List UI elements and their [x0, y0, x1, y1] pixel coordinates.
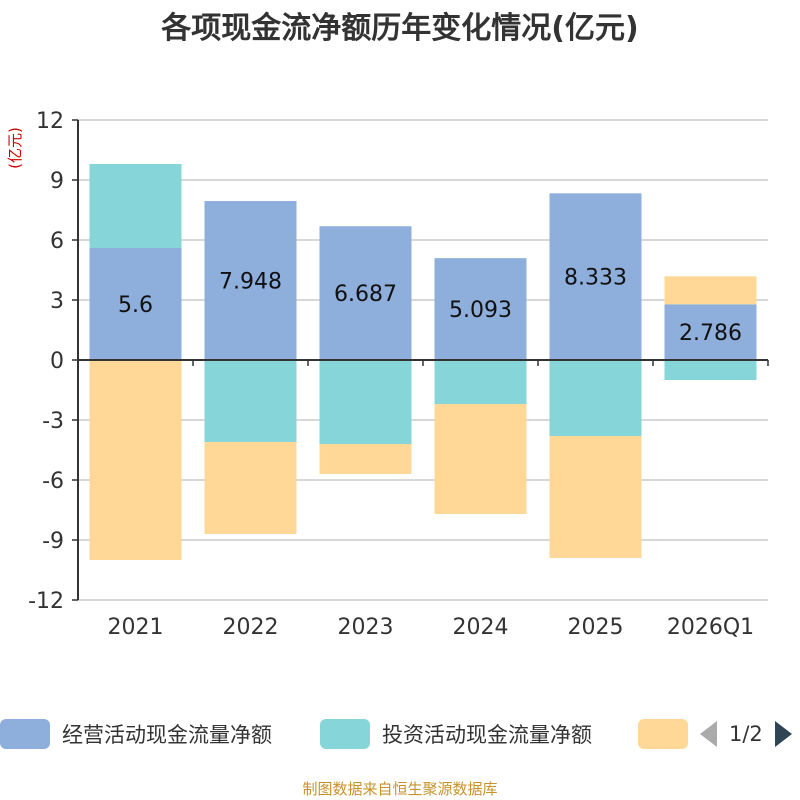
chart-title: 各项现金流净额历年变化情况(亿元)	[160, 11, 638, 46]
bar-3-2021	[89, 360, 182, 560]
y-tick-label: 0	[50, 349, 64, 374]
legend-item-operating[interactable]: 经营活动现金流量净额	[0, 716, 272, 752]
bar-3-2026Q1	[664, 276, 757, 305]
x-tick-label-2025: 2025	[568, 615, 624, 640]
bar-1-2024	[434, 258, 527, 360]
bar-1-2025	[549, 193, 642, 360]
bar-1-2026Q1	[664, 304, 757, 360]
data-label-2024: 5.093	[449, 298, 512, 323]
y-tick-label: -12	[28, 589, 64, 614]
bar-2-2024	[434, 360, 527, 404]
data-label-2022: 7.948	[219, 270, 282, 295]
bar-3-2025	[549, 436, 642, 558]
legend-pager: 1/2	[700, 716, 792, 752]
bar-1-2023	[319, 226, 412, 360]
legend: 经营活动现金流量净额 投资活动现金流量净额	[0, 716, 800, 752]
x-tick-label-2021: 2021	[108, 615, 164, 640]
data-label-2023: 6.687	[334, 282, 397, 307]
y-axis-label: (亿元)	[6, 127, 24, 169]
x-tick-label-2022: 2022	[223, 615, 279, 640]
bar-3-2023	[319, 444, 412, 474]
y-tick-label: 9	[50, 169, 64, 194]
y-tick-label: -3	[42, 409, 64, 434]
legend-next-page-icon[interactable]	[774, 721, 792, 747]
legend-item-financing[interactable]	[638, 716, 700, 752]
y-tick-label: 12	[36, 109, 64, 134]
legend-swatch-operating	[0, 719, 50, 749]
source-note: 制图数据来自恒生聚源数据库	[302, 780, 498, 798]
bar-3-2024	[434, 404, 527, 514]
data-label-2025: 8.333	[564, 266, 627, 291]
bar-2-2025	[549, 360, 642, 436]
legend-page-indicator: 1/2	[729, 722, 763, 746]
x-tick-label-2026Q1: 2026Q1	[667, 615, 754, 640]
legend-label-investing: 投资活动现金流量净额	[382, 723, 592, 747]
legend-swatch-financing	[638, 719, 688, 749]
bar-1-2021	[89, 248, 182, 360]
bar-3-2022	[204, 442, 297, 534]
x-tick-label-2023: 2023	[338, 615, 394, 640]
y-tick-label: -6	[42, 469, 64, 494]
legend-label-operating: 经营活动现金流量净额	[62, 723, 272, 747]
bar-2-2023	[319, 360, 412, 444]
data-label-2026Q1: 2.786	[679, 321, 742, 346]
bar-2-2021	[89, 164, 182, 248]
legend-item-investing[interactable]: 投资活动现金流量净额	[320, 716, 592, 752]
legend-swatch-investing	[320, 719, 370, 749]
y-tick-label: 6	[50, 229, 64, 254]
y-tick-label: 3	[50, 289, 64, 314]
x-tick-label-2024: 2024	[453, 615, 509, 640]
legend-prev-page-icon[interactable]	[700, 721, 717, 747]
bar-2-2026Q1	[664, 360, 757, 380]
data-label-2021: 5.6	[118, 293, 153, 318]
y-tick-label: -9	[42, 529, 64, 554]
bar-1-2022	[204, 201, 297, 360]
bar-2-2022	[204, 360, 297, 442]
